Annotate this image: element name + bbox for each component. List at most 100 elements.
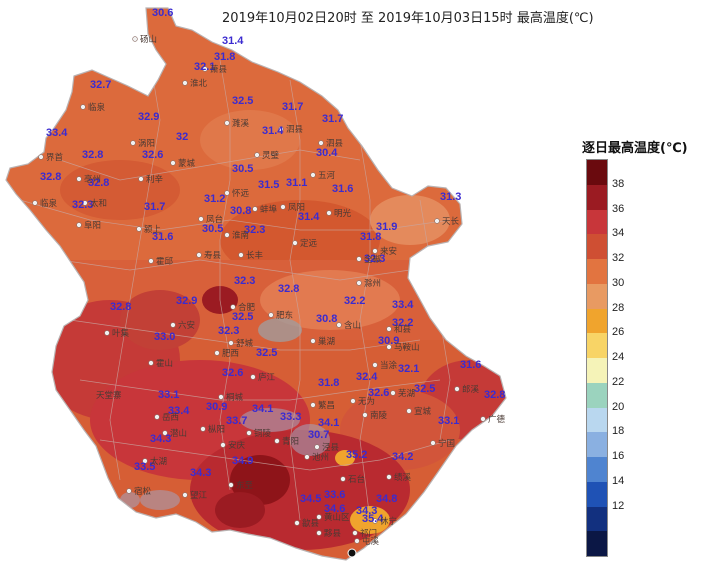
station-temperature: 32.1 bbox=[194, 61, 215, 73]
legend-tick: 34 bbox=[612, 227, 625, 240]
station-temperature: 32.8 bbox=[110, 301, 131, 313]
station-temperature: 34.6 bbox=[324, 503, 345, 515]
station-dot bbox=[224, 232, 230, 238]
station-temperature: 33.1 bbox=[158, 389, 179, 401]
station-values: 30.631.431.832.132.732.5 31.732.932 31.431… bbox=[40, 7, 505, 525]
city-label: 舒城 bbox=[236, 338, 254, 349]
station-dot bbox=[354, 538, 360, 544]
station-temperature: 32.8 bbox=[484, 389, 505, 401]
city-label: 利辛 bbox=[146, 174, 164, 185]
legend-swatch bbox=[587, 259, 607, 284]
city-label: 濉溪 bbox=[232, 118, 250, 129]
city-label: 合肥 bbox=[238, 302, 256, 313]
station-dot bbox=[292, 240, 298, 246]
station-dot bbox=[220, 442, 226, 448]
station-temperature: 32.4 bbox=[356, 371, 378, 383]
city-label: 五河 bbox=[318, 170, 336, 181]
station-temperature: 32.3 bbox=[218, 325, 239, 337]
city-label: 桐城 bbox=[226, 392, 244, 403]
station-dot bbox=[76, 222, 82, 228]
station-dot bbox=[314, 444, 320, 450]
station-dot bbox=[372, 518, 378, 524]
legend-swatch bbox=[587, 382, 607, 408]
station-dot bbox=[356, 280, 362, 286]
station-temperature: 34.9 bbox=[232, 455, 253, 467]
city-label: 马鞍山 bbox=[394, 342, 420, 353]
legend-tick: 14 bbox=[612, 474, 625, 487]
station-temperature: 30.9 bbox=[206, 401, 227, 413]
station-temperature: 34.5 bbox=[300, 493, 321, 505]
station-temperature: 32.7 bbox=[90, 79, 111, 91]
station-dot bbox=[250, 374, 256, 380]
station-temperature: 32.2 bbox=[344, 295, 365, 307]
station-temperature: 34.3 bbox=[150, 433, 171, 445]
city-label: 东至 bbox=[236, 480, 254, 491]
city-label: 明光 bbox=[334, 208, 352, 219]
station-temperature: 33.3 bbox=[280, 411, 301, 423]
legend-swatch bbox=[587, 432, 607, 457]
city-label: 蒙城 bbox=[178, 158, 196, 169]
legend-tick: 12 bbox=[612, 499, 625, 512]
legend-tick: 16 bbox=[612, 450, 625, 462]
legend-tick: 24 bbox=[612, 351, 625, 363]
station-dot bbox=[386, 474, 392, 480]
city-label: 枞阳 bbox=[208, 424, 225, 435]
legend-swatch bbox=[587, 160, 607, 185]
station-temperature: 32.3 bbox=[244, 224, 265, 236]
station-dot bbox=[294, 520, 300, 526]
station-temperature: 32 bbox=[176, 131, 188, 143]
station-temperature: 32.5 bbox=[232, 95, 253, 107]
legend-tick: 32 bbox=[612, 252, 625, 264]
station-temperature: 30.5 bbox=[202, 223, 223, 235]
station-temperature: 31.7 bbox=[322, 113, 343, 125]
legend-swatch bbox=[587, 457, 607, 482]
station-dot bbox=[170, 322, 176, 328]
temperature-map[interactable]: 30.631.431.832.132.732.5 31.732.932 31.431… bbox=[0, 0, 580, 562]
city-label: 歙县 bbox=[302, 518, 320, 529]
city-label: 天长 bbox=[442, 216, 460, 227]
legend-swatch bbox=[587, 283, 607, 309]
city-label: 屯溪 bbox=[362, 536, 380, 547]
station-temperature: 30.8 bbox=[230, 205, 251, 217]
station-dot bbox=[138, 176, 144, 182]
city-label: 肥西 bbox=[222, 349, 239, 359]
station-temperature: 32.6 bbox=[368, 387, 389, 399]
city-label: 太湖 bbox=[150, 456, 167, 467]
station-dot bbox=[202, 66, 208, 72]
station-dot bbox=[356, 256, 362, 262]
station-dot bbox=[182, 492, 188, 498]
station-temperature: 33.0 bbox=[154, 331, 175, 343]
station-dot bbox=[310, 402, 316, 408]
station-temperature: 31.3 bbox=[440, 191, 461, 203]
station-dot bbox=[196, 252, 202, 258]
station-temperature: 31.4 bbox=[298, 211, 320, 223]
station-temperature: 33.4 bbox=[168, 405, 190, 417]
station-temperature: 31.8 bbox=[318, 377, 339, 389]
legend-colorbar bbox=[586, 159, 608, 557]
station-temperature: 32.2 bbox=[392, 317, 413, 329]
legend-tick: 30 bbox=[612, 276, 625, 289]
station-dot bbox=[132, 36, 138, 42]
station-temperature: 33.5 bbox=[134, 461, 155, 473]
city-label: 黟县 bbox=[324, 528, 342, 539]
station-dot bbox=[372, 362, 378, 368]
station-temperature: 34.3 bbox=[356, 505, 377, 517]
station-dot bbox=[278, 126, 284, 132]
city-label: 池州 bbox=[312, 452, 329, 463]
city-label: 淮北 bbox=[190, 78, 208, 89]
city-label: 黄山区 bbox=[324, 512, 350, 523]
station-temperature: 32.9 bbox=[138, 111, 159, 123]
legend-swatch bbox=[587, 407, 607, 433]
station-dot bbox=[280, 204, 286, 210]
station-dot bbox=[254, 152, 260, 158]
city-label: 天堂寨 bbox=[96, 390, 122, 401]
legend-swatch bbox=[587, 481, 607, 507]
station-dot bbox=[340, 476, 346, 482]
city-label: 滁州 bbox=[364, 278, 381, 289]
city-label: 繁昌 bbox=[318, 400, 335, 411]
legend-swatch bbox=[587, 308, 607, 334]
station-dot bbox=[480, 416, 486, 422]
city-label: 无为 bbox=[358, 396, 375, 407]
station-temperature: 34.1 bbox=[252, 403, 273, 415]
station-temperature: 33.4 bbox=[46, 127, 68, 139]
